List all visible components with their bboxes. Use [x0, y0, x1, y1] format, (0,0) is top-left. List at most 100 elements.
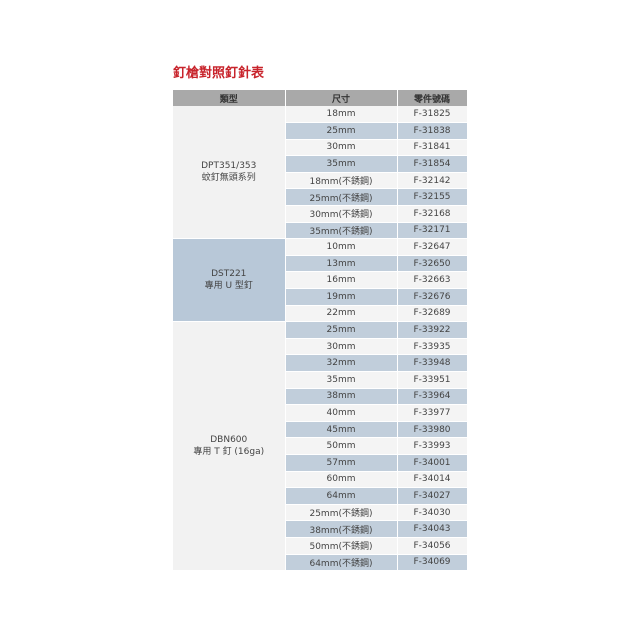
- size-cell: 30mm: [285, 139, 398, 157]
- table-row: 60mm F-34014: [173, 471, 468, 489]
- table-row: 64mm F-34027: [173, 487, 468, 505]
- table-row: 32mm F-33948: [173, 354, 468, 372]
- table-row: 35mm(不銹鋼) F-32171: [173, 222, 468, 240]
- table-row: 16mm F-32663: [173, 271, 468, 290]
- table-row: 25mm(不銹鋼) F-34030: [173, 504, 468, 522]
- part-number-cell: F-34069: [397, 554, 468, 572]
- table-row: 25mm F-31838: [173, 122, 468, 140]
- size-cell: 57mm: [285, 454, 398, 472]
- part-number-cell: F-32647: [397, 238, 468, 256]
- table-row: 18mm(不銹鋼) F-32142: [173, 172, 468, 190]
- part-number-cell: F-31854: [397, 155, 468, 173]
- type-model: DPT351/353: [201, 161, 257, 172]
- size-cell: 60mm: [285, 471, 398, 489]
- size-cell: 32mm: [285, 354, 398, 372]
- type-cell: DPT351/353 蚊釘無頭系列: [173, 106, 286, 240]
- header-row: 類型 尺寸 零件號碼: [173, 90, 468, 106]
- part-number-cell: F-32650: [397, 255, 468, 273]
- part-number-cell: F-34043: [397, 520, 468, 538]
- part-number-cell: F-32155: [397, 188, 468, 207]
- type-description: 專用 U 型釘: [204, 281, 253, 292]
- nail-reference-table: 類型 尺寸 零件號碼 DPT351/353 蚊釘無頭系列 18mm F-31825 25…: [173, 90, 468, 572]
- size-cell: 22mm: [285, 305, 398, 323]
- header-part-number: 零件號碼: [397, 90, 468, 106]
- header-type: 類型: [173, 90, 286, 106]
- part-number-cell: F-33935: [397, 338, 468, 356]
- table-row: 13mm F-32650: [173, 255, 468, 273]
- table-row: 35mm F-31854: [173, 155, 468, 173]
- size-cell: 40mm: [285, 404, 398, 422]
- table-row: 30mm F-31841: [173, 139, 468, 157]
- table-body: DPT351/353 蚊釘無頭系列 18mm F-31825 25mm F-31838 30…: [173, 106, 468, 572]
- part-number-cell: F-31841: [397, 139, 468, 157]
- size-cell: 25mm: [285, 122, 398, 140]
- size-cell: 30mm: [285, 338, 398, 356]
- part-number-cell: F-33922: [397, 321, 468, 339]
- size-cell: 45mm: [285, 421, 398, 439]
- part-number-cell: F-31825: [397, 106, 468, 124]
- table-row: 30mm F-33935: [173, 338, 468, 356]
- table-row: 38mm(不銹鋼) F-34043: [173, 520, 468, 538]
- size-cell: 25mm: [285, 321, 398, 339]
- part-number-cell: F-33951: [397, 371, 468, 389]
- table-row: 57mm F-34001: [173, 454, 468, 472]
- size-cell: 18mm(不銹鋼): [285, 172, 398, 190]
- size-cell: 18mm: [285, 106, 398, 124]
- size-cell: 16mm: [285, 271, 398, 290]
- size-cell: 25mm(不銹鋼): [285, 504, 398, 522]
- table-row: 35mm F-33951: [173, 371, 468, 389]
- part-number-cell: F-32676: [397, 288, 468, 306]
- part-number-cell: F-32663: [397, 271, 468, 290]
- size-cell: 30mm(不銹鋼): [285, 205, 398, 223]
- type-cell: DST221 專用 U 型釘: [173, 238, 286, 323]
- size-cell: 64mm(不銹鋼): [285, 554, 398, 572]
- size-cell: 38mm: [285, 388, 398, 406]
- size-cell: 38mm(不銹鋼): [285, 520, 398, 538]
- type-model: DBN600: [210, 435, 248, 446]
- part-number-cell: F-32689: [397, 305, 468, 323]
- part-number-cell: F-34014: [397, 471, 468, 489]
- table-row: 19mm F-32676: [173, 288, 468, 306]
- page-title: 釘槍對照釘針表: [173, 66, 265, 81]
- part-number-cell: F-31838: [397, 122, 468, 140]
- table-row: 30mm(不銹鋼) F-32168: [173, 205, 468, 223]
- type-cell: DBN600 專用 T 釘 (16ga): [173, 321, 286, 572]
- table-row: 40mm F-33977: [173, 404, 468, 422]
- type-description: 蚊釘無頭系列: [201, 173, 256, 184]
- part-number-cell: F-33964: [397, 388, 468, 406]
- table-row: 25mm(不銹鋼) F-32155: [173, 188, 468, 207]
- table-row: DPT351/353 蚊釘無頭系列 18mm F-31825: [173, 106, 468, 240]
- size-cell: 10mm: [285, 238, 398, 256]
- part-number-cell: F-33980: [397, 421, 468, 439]
- size-cell: 19mm: [285, 288, 398, 306]
- part-number-cell: F-34030: [397, 504, 468, 522]
- part-number-cell: F-32171: [397, 222, 468, 240]
- table-row: 50mm F-33993: [173, 437, 468, 455]
- type-model: DST221: [211, 269, 247, 280]
- size-cell: 13mm: [285, 255, 398, 273]
- size-cell: 35mm: [285, 155, 398, 173]
- part-number-cell: F-34027: [397, 487, 468, 505]
- part-number-cell: F-32142: [397, 172, 468, 190]
- size-cell: 25mm(不銹鋼): [285, 188, 398, 207]
- type-description: 專用 T 釘 (16ga): [193, 447, 265, 458]
- table-row: 64mm(不銹鋼) F-34069: [173, 554, 468, 572]
- size-cell: 35mm: [285, 371, 398, 389]
- size-cell: 64mm: [285, 487, 398, 505]
- header-size: 尺寸: [285, 90, 398, 106]
- table-row: 50mm(不銹鋼) F-34056: [173, 537, 468, 555]
- table-row: 38mm F-33964: [173, 388, 468, 406]
- table-row: DST221 專用 U 型釘 10mm F-32647: [173, 238, 468, 323]
- part-number-cell: F-33948: [397, 354, 468, 372]
- size-cell: 50mm: [285, 437, 398, 455]
- part-number-cell: F-34056: [397, 537, 468, 555]
- part-number-cell: F-34001: [397, 454, 468, 472]
- table-row: DBN600 專用 T 釘 (16ga) 25mm F-33922: [173, 321, 468, 572]
- size-cell: 35mm(不銹鋼): [285, 222, 398, 240]
- part-number-cell: F-33993: [397, 437, 468, 455]
- size-cell: 50mm(不銹鋼): [285, 537, 398, 555]
- table-row: 45mm F-33980: [173, 421, 468, 439]
- part-number-cell: F-32168: [397, 205, 468, 223]
- part-number-cell: F-33977: [397, 404, 468, 422]
- table-row: 22mm F-32689: [173, 305, 468, 323]
